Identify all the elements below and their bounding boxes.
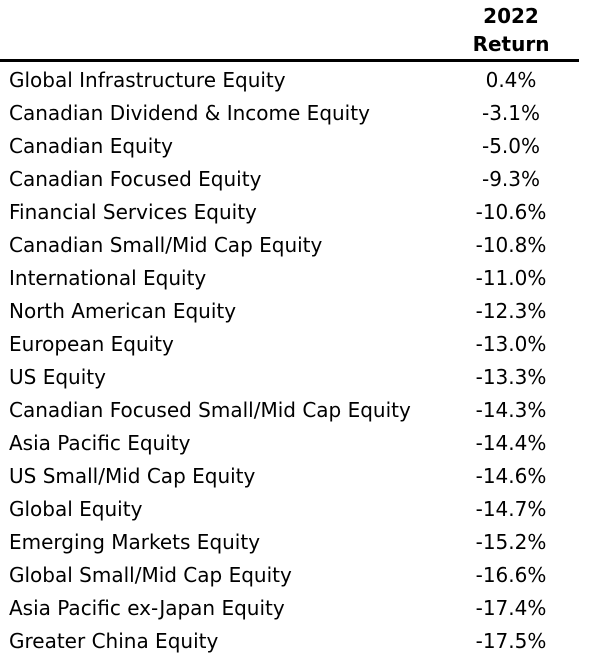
row-value: -14.3%: [475, 398, 547, 422]
row-label: Canadian Equity: [9, 134, 173, 158]
row-value: -5.0%: [481, 134, 541, 158]
row-value: -9.3%: [481, 167, 541, 191]
header-divider: [0, 59, 579, 62]
row-label: Emerging Markets Equity: [9, 530, 261, 554]
row-value: -3.1%: [481, 101, 541, 125]
table-row: Global Small/Mid Cap Equity -16.6%: [0, 559, 593, 592]
row-value: -11.0%: [475, 266, 547, 290]
table-body: Global Infrastructure Equity 0.4% Canadi…: [0, 64, 593, 658]
table-row: Canadian Focused Equity -9.3%: [0, 163, 593, 196]
row-label: US Equity: [9, 365, 106, 389]
row-value: -15.2%: [475, 530, 547, 554]
row-value: -16.6%: [475, 563, 547, 587]
table-row: International Equity -11.0%: [0, 262, 593, 295]
row-label: Canadian Focused Small/Mid Cap Equity: [9, 398, 411, 422]
table-row: Global Infrastructure Equity 0.4%: [0, 64, 593, 97]
row-label: North American Equity: [9, 299, 237, 323]
table-row: Canadian Small/Mid Cap Equity -10.8%: [0, 229, 593, 262]
header-metric: Return: [472, 32, 550, 56]
row-value: 0.4%: [485, 68, 537, 92]
table-row: US Equity -13.3%: [0, 361, 593, 394]
row-value: -17.4%: [475, 596, 547, 620]
row-label: International Equity: [9, 266, 207, 290]
row-label: Global Small/Mid Cap Equity: [9, 563, 292, 587]
row-value: -17.5%: [475, 629, 547, 653]
table-row: Asia Pacific Equity -14.4%: [0, 427, 593, 460]
row-value: -10.8%: [475, 233, 547, 257]
row-label: Global Infrastructure Equity: [9, 68, 286, 92]
table-row: European Equity -13.0%: [0, 328, 593, 361]
table-header: 2022 Return: [0, 0, 593, 58]
table-row: Canadian Equity -5.0%: [0, 130, 593, 163]
row-label: US Small/Mid Cap Equity: [9, 464, 256, 488]
table-row: North American Equity -12.3%: [0, 295, 593, 328]
row-label: Canadian Small/Mid Cap Equity: [9, 233, 323, 257]
table-row: Global Equity -14.7%: [0, 493, 593, 526]
table-row: US Small/Mid Cap Equity -14.6%: [0, 460, 593, 493]
table-row: Canadian Focused Small/Mid Cap Equity -1…: [0, 394, 593, 427]
table-row: Greater China Equity -17.5%: [0, 625, 593, 658]
row-label: Asia Pacific Equity: [9, 431, 191, 455]
row-value: -14.6%: [475, 464, 547, 488]
row-label: Financial Services Equity: [9, 200, 257, 224]
row-label: Global Equity: [9, 497, 143, 521]
row-value: -13.3%: [475, 365, 547, 389]
row-label: Canadian Dividend & Income Equity: [9, 101, 370, 125]
row-label: Canadian Focused Equity: [9, 167, 262, 191]
row-value: -13.0%: [475, 332, 547, 356]
row-label: Greater China Equity: [9, 629, 219, 653]
row-label: European Equity: [9, 332, 174, 356]
table-row: Financial Services Equity -10.6%: [0, 196, 593, 229]
row-value: -10.6%: [475, 200, 547, 224]
table-row: Asia Pacific ex-Japan Equity -17.4%: [0, 592, 593, 625]
table-row: Emerging Markets Equity -15.2%: [0, 526, 593, 559]
header-year: 2022: [483, 4, 539, 28]
row-label: Asia Pacific ex-Japan Equity: [9, 596, 285, 620]
table-row: Canadian Dividend & Income Equity -3.1%: [0, 97, 593, 130]
row-value: -12.3%: [475, 299, 547, 323]
row-value: -14.7%: [475, 497, 547, 521]
row-value: -14.4%: [475, 431, 547, 455]
